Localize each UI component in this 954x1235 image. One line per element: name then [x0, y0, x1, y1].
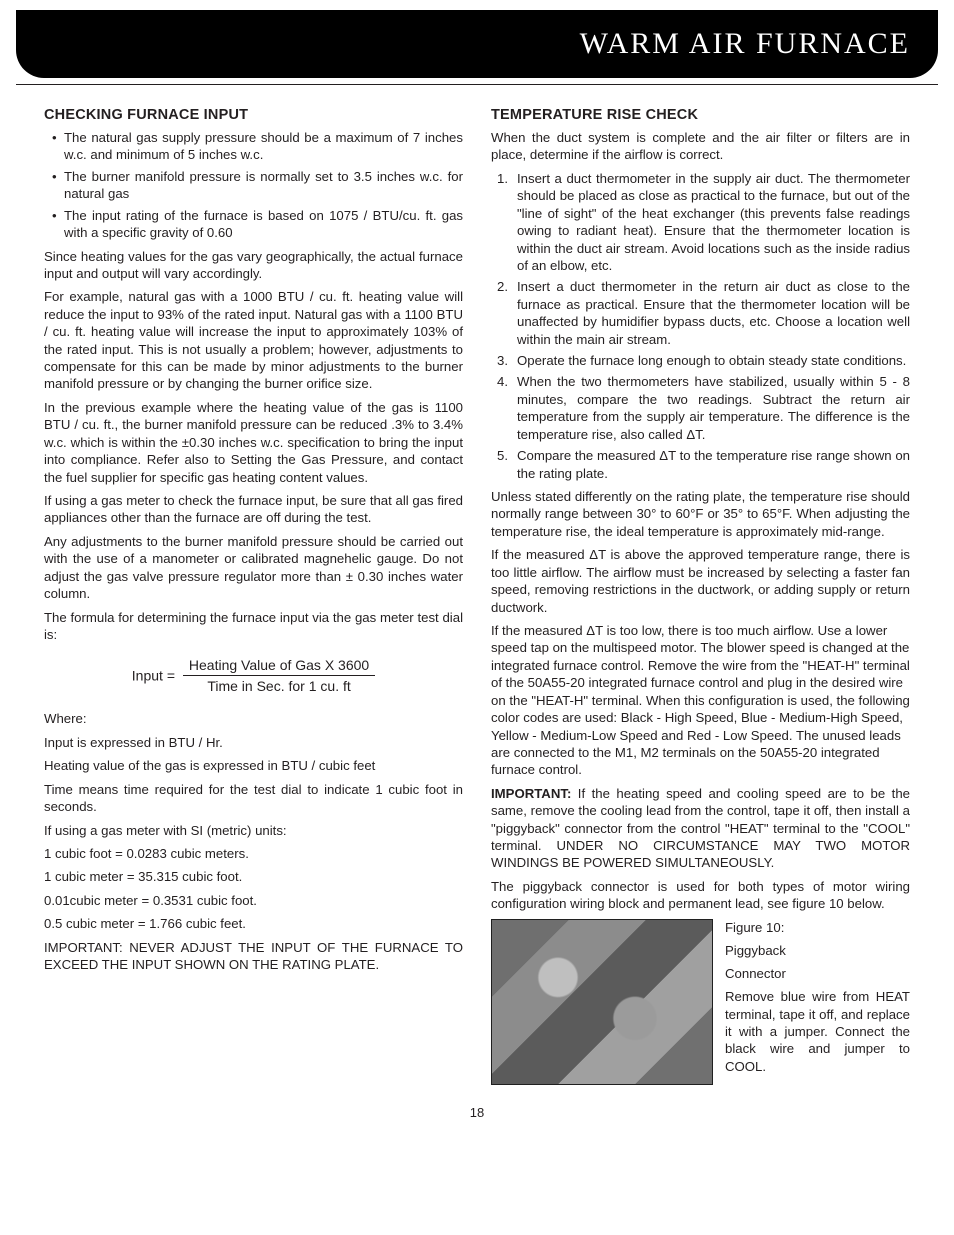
conversion-line: 1 cubic meter = 35.315 cubic foot. — [44, 868, 463, 885]
conversion-line: 0.5 cubic meter = 1.766 cubic feet. — [44, 915, 463, 932]
header-bar: WARM AIR FURNACE — [16, 10, 938, 78]
body-text: If the measured ΔT is too low, there is … — [491, 622, 910, 779]
figure-caption-text: Remove blue wire from HEAT terminal, tap… — [725, 988, 910, 1075]
formula-numerator: Heating Value of Gas X 3600 — [183, 657, 375, 676]
page-title: WARM AIR FURNACE — [580, 27, 910, 61]
body-text: Heating value of the gas is expressed in… — [44, 757, 463, 774]
formula-lhs: Input = — [132, 668, 175, 684]
formula-denominator: Time in Sec. for 1 cu. ft — [183, 676, 375, 694]
bullet-item: The burner manifold pressure is normally… — [44, 168, 463, 203]
body-text: The piggyback connector is used for both… — [491, 878, 910, 913]
where-label: Where: — [44, 710, 463, 727]
bullet-item: The input rating of the furnace is based… — [44, 207, 463, 242]
section-heading-checking-input: CHECKING FURNACE INPUT — [44, 107, 463, 123]
important-note: IMPORTANT: If the heating speed and cool… — [491, 785, 910, 872]
figure-title-line: Connector — [725, 965, 910, 982]
step-item: When the two thermometers have stabilize… — [491, 373, 910, 443]
figure-title-line: Piggyback — [725, 942, 910, 959]
temp-rise-steps: Insert a duct thermometer in the supply … — [491, 170, 910, 482]
bullet-item: The natural gas supply pressure should b… — [44, 129, 463, 164]
body-text: Input is expressed in BTU / Hr. — [44, 734, 463, 751]
body-text: Unless stated differently on the rating … — [491, 488, 910, 540]
figure-title-line: Figure 10: — [725, 919, 910, 936]
body-text: If using a gas meter with SI (metric) un… — [44, 822, 463, 839]
figure-10-image — [491, 919, 713, 1085]
left-column: CHECKING FURNACE INPUT The natural gas s… — [44, 107, 463, 1085]
step-item: Operate the furnace long enough to obtai… — [491, 352, 910, 369]
formula-fraction: Heating Value of Gas X 3600 Time in Sec.… — [183, 657, 375, 694]
body-text: When the duct system is complete and the… — [491, 129, 910, 164]
page-number: 18 — [0, 1105, 954, 1120]
right-column: TEMPERATURE RISE CHECK When the duct sys… — [491, 107, 910, 1085]
body-text: For example, natural gas with a 1000 BTU… — [44, 288, 463, 393]
body-text: If using a gas meter to check the furnac… — [44, 492, 463, 527]
body-text: In the previous example where the heatin… — [44, 399, 463, 486]
important-label: IMPORTANT: — [491, 786, 571, 801]
figure-10: Figure 10: Piggyback Connector Remove bl… — [491, 919, 910, 1085]
content-columns: CHECKING FURNACE INPUT The natural gas s… — [0, 85, 954, 1085]
input-bullets: The natural gas supply pressure should b… — [44, 129, 463, 242]
body-text: If the measured ΔT is above the approved… — [491, 546, 910, 616]
figure-10-caption: Figure 10: Piggyback Connector Remove bl… — [725, 919, 910, 1085]
conversion-line: 1 cubic foot = 0.0283 cubic meters. — [44, 845, 463, 862]
step-item: Compare the measured ΔT to the temperatu… — [491, 447, 910, 482]
step-item: Insert a duct thermometer in the return … — [491, 278, 910, 348]
step-item: Insert a duct thermometer in the supply … — [491, 170, 910, 275]
body-text: Any adjustments to the burner manifold p… — [44, 533, 463, 603]
body-text: The formula for determining the furnace … — [44, 609, 463, 644]
input-formula: Input = Heating Value of Gas X 3600 Time… — [44, 657, 463, 694]
body-text: Since heating values for the gas vary ge… — [44, 248, 463, 283]
important-warning: IMPORTANT: NEVER ADJUST THE INPUT OF THE… — [44, 939, 463, 974]
body-text: Time means time required for the test di… — [44, 781, 463, 816]
conversion-line: 0.01cubic meter = 0.3531 cubic foot. — [44, 892, 463, 909]
section-heading-temp-rise: TEMPERATURE RISE CHECK — [491, 107, 910, 123]
